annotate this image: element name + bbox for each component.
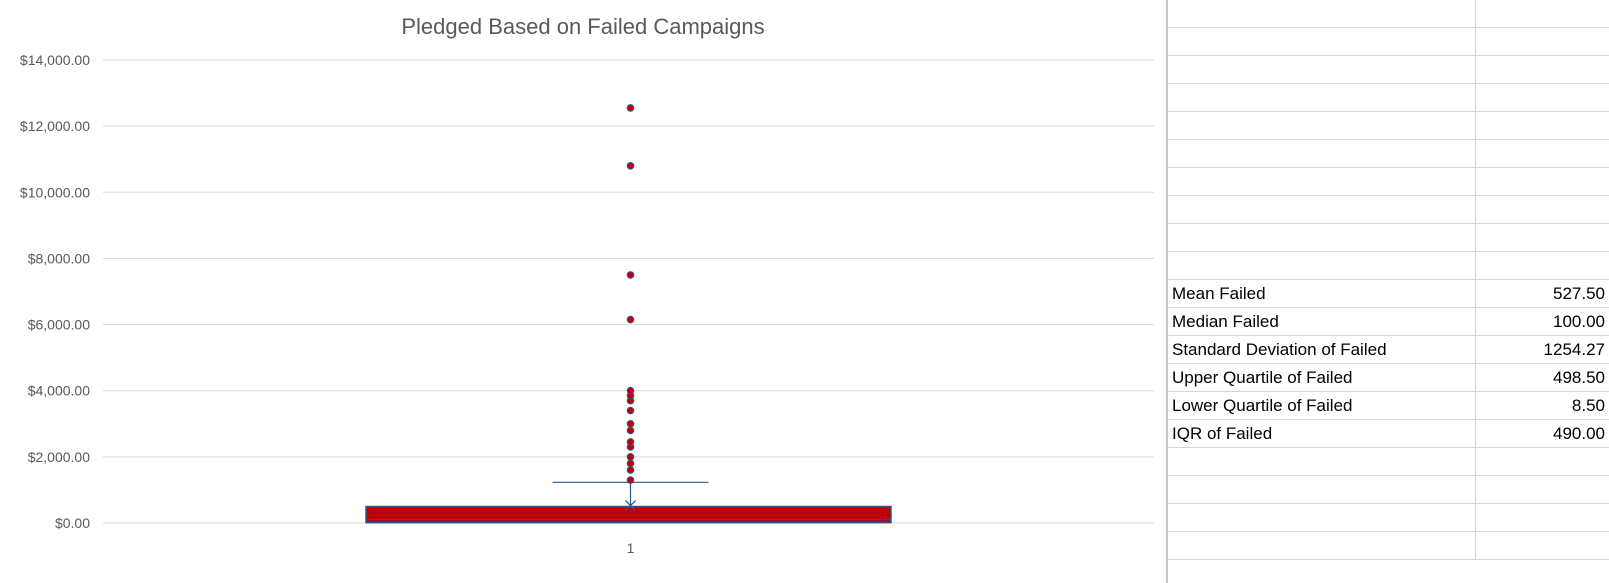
- stat-value-cell[interactable]: 8.50: [1475, 391, 1609, 420]
- sheet-row: [1168, 0, 1609, 28]
- stat-value-cell[interactable]: 527.50: [1475, 279, 1609, 308]
- sheet-row: [1168, 475, 1609, 504]
- stat-label-cell[interactable]: IQR of Failed: [1168, 419, 1476, 448]
- outlier-point: [626, 271, 635, 279]
- sheet-row: Mean Failed 527.50: [1168, 279, 1609, 308]
- y-tick-label: $14,000.00: [20, 52, 90, 68]
- mean-marker: [625, 500, 636, 512]
- stat-label-cell[interactable]: [1168, 503, 1476, 532]
- sheet-row: IQR of Failed 490.00: [1168, 419, 1609, 448]
- stat-label-cell[interactable]: [1168, 167, 1476, 196]
- sheet-row: [1168, 27, 1609, 56]
- stat-label-cell[interactable]: Standard Deviation of Failed: [1168, 335, 1476, 364]
- stat-value-cell[interactable]: [1475, 27, 1609, 56]
- outlier-point: [626, 453, 635, 461]
- sheet-row: [1168, 55, 1609, 84]
- stat-label-cell[interactable]: [1168, 0, 1476, 28]
- outlier-point: [626, 426, 635, 435]
- outlier-point: [626, 386, 635, 395]
- stat-label-cell[interactable]: [1168, 111, 1476, 140]
- stat-value-cell[interactable]: [1475, 531, 1609, 560]
- stat-value-cell[interactable]: 100.00: [1475, 307, 1609, 336]
- y-tick-label: $8,000.00: [28, 250, 90, 266]
- outlier-point: [626, 459, 635, 468]
- stat-label-cell[interactable]: Upper Quartile of Failed: [1168, 363, 1476, 392]
- stat-label-cell[interactable]: [1168, 83, 1476, 112]
- outlier-point: [626, 315, 635, 324]
- sheet-row: [1168, 111, 1609, 140]
- stat-label-cell[interactable]: [1168, 139, 1476, 168]
- chart-title: Pledged Based on Failed Campaigns: [401, 14, 764, 39]
- y-tick-label: $0.00: [55, 515, 90, 531]
- y-tick-label: $10,000.00: [20, 184, 90, 200]
- stat-value-cell[interactable]: [1475, 167, 1609, 196]
- y-tick-label: $2,000.00: [28, 449, 90, 465]
- stat-label-cell[interactable]: [1168, 447, 1476, 476]
- sheet-row: [1168, 139, 1609, 168]
- sheet-row: Standard Deviation of Failed 1254.27: [1168, 335, 1609, 364]
- stat-value-cell[interactable]: 498.50: [1475, 363, 1609, 392]
- outlier-point: [626, 104, 635, 112]
- outlier-point: [626, 466, 635, 474]
- stat-label-cell[interactable]: [1168, 55, 1476, 84]
- stat-value-cell[interactable]: [1475, 0, 1609, 28]
- sheet-row: [1168, 167, 1609, 196]
- stat-label-cell[interactable]: [1168, 195, 1476, 224]
- sheet-row: Upper Quartile of Failed 498.50: [1168, 363, 1609, 392]
- outlier-point: [626, 419, 635, 428]
- outlier-point: [626, 162, 635, 170]
- iqr-box: [365, 505, 892, 524]
- sheet-row: [1168, 223, 1609, 252]
- y-tick-label: $4,000.00: [28, 383, 90, 399]
- stat-value-cell[interactable]: [1475, 251, 1609, 280]
- stat-value-cell[interactable]: [1475, 83, 1609, 112]
- stat-value-cell[interactable]: [1475, 195, 1609, 224]
- stat-value-cell[interactable]: 490.00: [1475, 419, 1609, 448]
- sheet-row: Median Failed 100.00: [1168, 307, 1609, 336]
- stat-label-cell[interactable]: [1168, 531, 1476, 560]
- x-category-label: 1: [627, 540, 635, 556]
- stat-value-cell[interactable]: [1475, 111, 1609, 140]
- y-tick-label: $12,000.00: [20, 118, 90, 134]
- stats-table: Mean Failed 527.50 Median Failed 100.00 Stan…: [1168, 0, 1609, 560]
- stat-label-cell[interactable]: [1168, 223, 1476, 252]
- box-plot-chart: Pledged Based on Failed Campaigns $0.00 $2…: [20, 14, 1154, 556]
- sheet-row: [1168, 83, 1609, 112]
- stat-label-cell[interactable]: [1168, 475, 1476, 504]
- stat-label-cell[interactable]: [1168, 251, 1476, 280]
- stat-value-cell[interactable]: [1475, 223, 1609, 252]
- sheet-row: [1168, 251, 1609, 280]
- stat-value-cell[interactable]: [1475, 139, 1609, 168]
- outlier-point: [626, 438, 635, 446]
- outlier-point: [626, 476, 635, 484]
- stats-spreadsheet: Mean Failed 527.50 Median Failed 100.00 Stan…: [1166, 0, 1609, 583]
- stat-label-cell[interactable]: Mean Failed: [1168, 279, 1476, 308]
- stat-label-cell[interactable]: [1168, 27, 1476, 56]
- stat-value-cell[interactable]: [1475, 55, 1609, 84]
- stat-label-cell[interactable]: Median Failed: [1168, 307, 1476, 336]
- y-tick-label: $6,000.00: [28, 317, 90, 333]
- sheet-row: [1168, 531, 1609, 560]
- stat-value-cell[interactable]: 1254.27: [1475, 335, 1609, 364]
- chart-area: Pledged Based on Failed Campaigns $0.00 $2…: [19, 14, 1154, 556]
- stat-value-cell[interactable]: [1475, 503, 1609, 532]
- stat-value-cell[interactable]: [1475, 447, 1609, 476]
- sheet-row: [1168, 195, 1609, 224]
- outlier-point: [626, 406, 635, 415]
- stat-label-cell[interactable]: Lower Quartile of Failed: [1168, 391, 1476, 420]
- stat-value-cell[interactable]: [1475, 475, 1609, 504]
- sheet-row: Lower Quartile of Failed 8.50: [1168, 391, 1609, 420]
- sheet-row: [1168, 503, 1609, 532]
- sheet-row: [1168, 447, 1609, 476]
